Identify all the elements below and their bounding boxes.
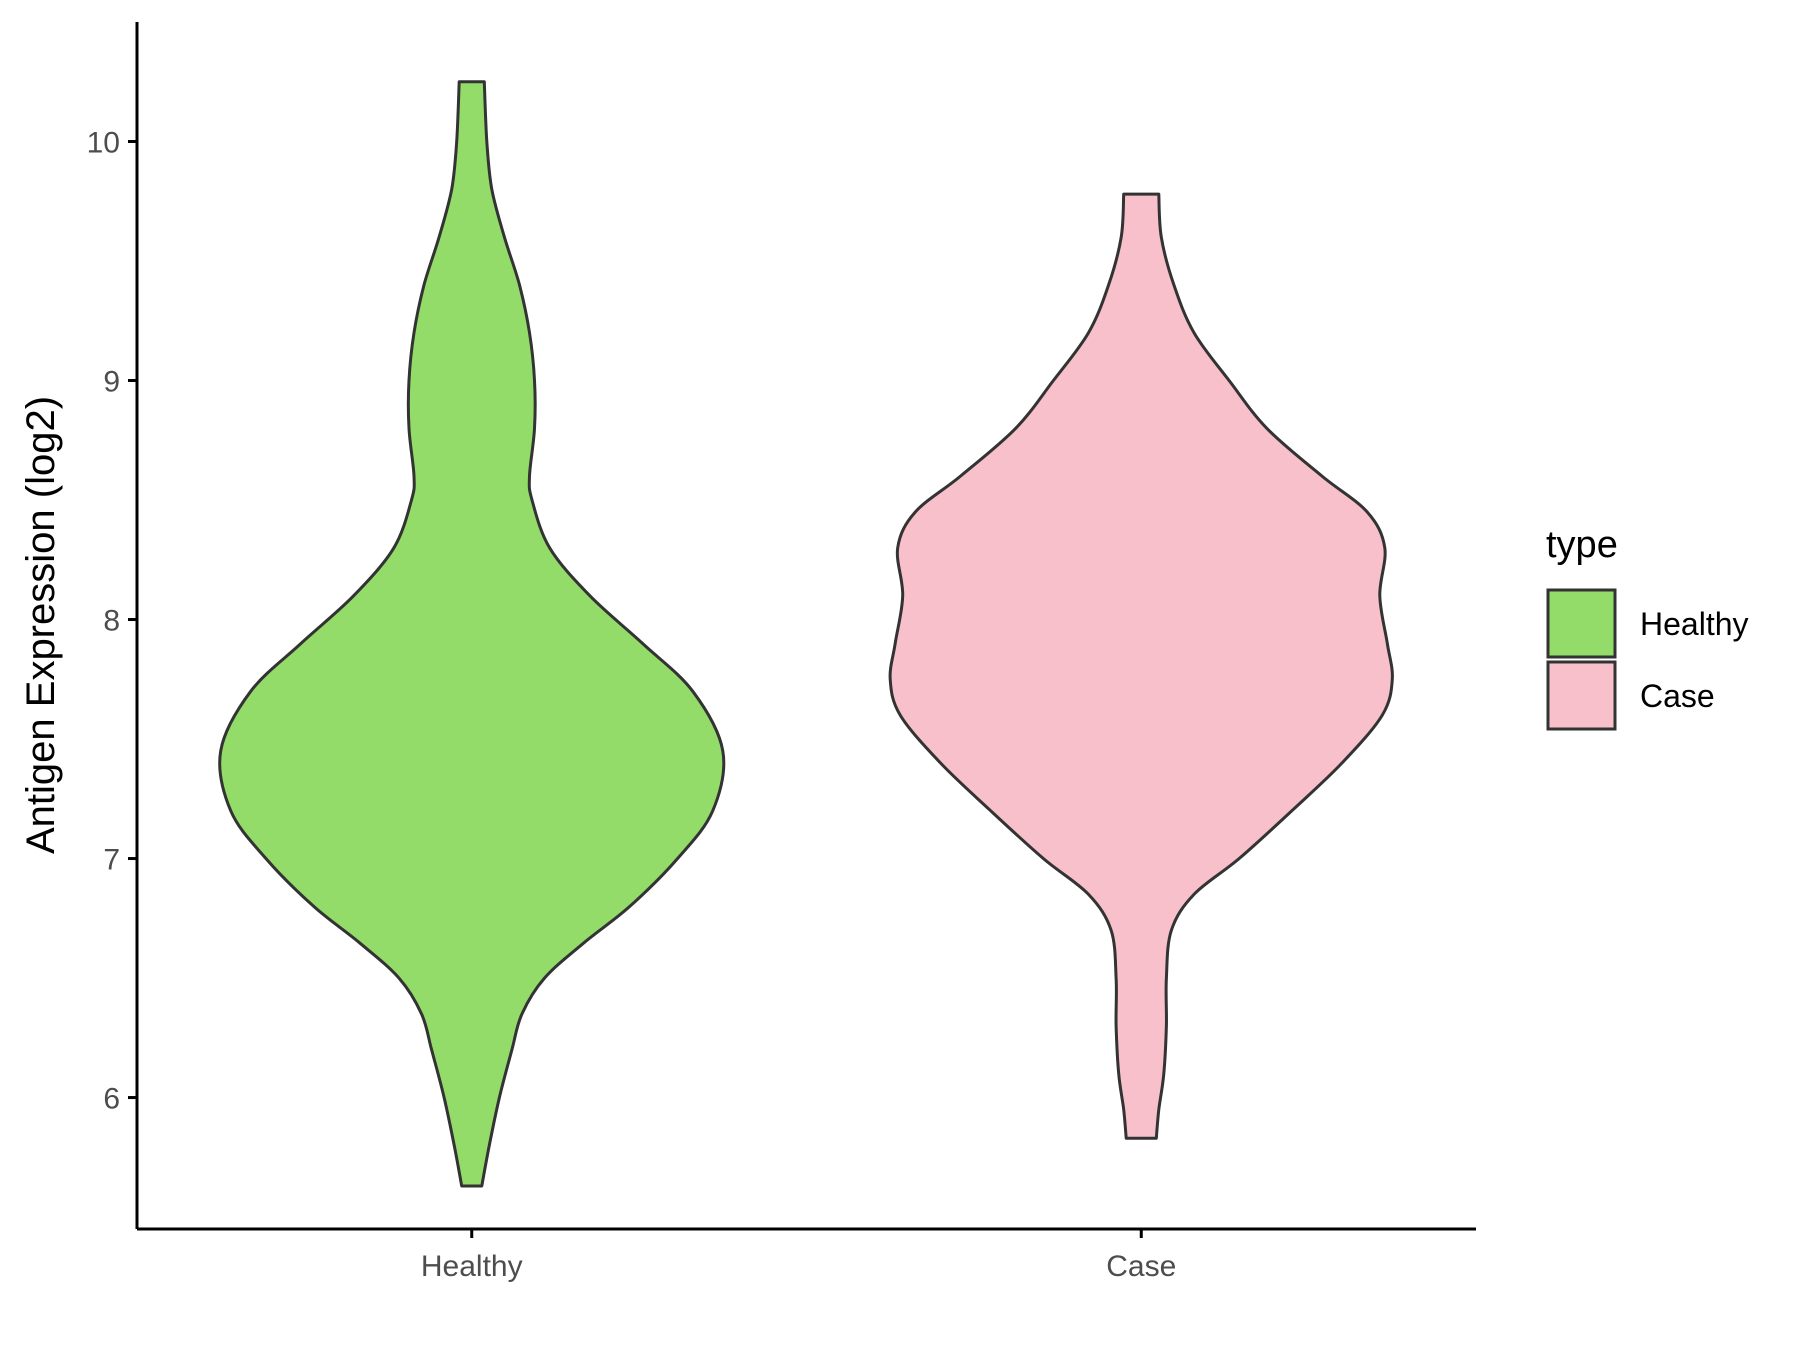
y-tick-label: 8 (103, 605, 120, 638)
x-tick-label: Case (1106, 1250, 1176, 1283)
y-tick-label: 9 (103, 366, 120, 399)
violin-healthy (218, 80, 726, 1188)
x-tick-label: Healthy (421, 1250, 523, 1283)
legend-label: Healthy (1640, 606, 1749, 642)
x-ticks: Healthy Case (421, 1229, 1176, 1283)
violin-layer (218, 80, 1394, 1188)
y-axis-title: Antigen Expression (log2) (19, 396, 63, 854)
y-tick-label: 6 (103, 1083, 120, 1116)
violin-case (888, 192, 1394, 1140)
y-tick-label: 7 (103, 844, 120, 877)
legend-label: Case (1640, 678, 1715, 714)
legend-title: type (1546, 524, 1618, 566)
y-ticks: 6 7 8 9 10 (87, 127, 137, 1116)
legend-entries: Healthy Case (1546, 588, 1749, 731)
legend-swatch (1546, 588, 1617, 659)
y-tick-label: 10 (87, 127, 120, 160)
legend-swatch (1546, 660, 1617, 731)
legend: type Healthy Case (1546, 524, 1749, 731)
axes: 6 7 8 9 10 Healthy Case (87, 22, 1476, 1283)
